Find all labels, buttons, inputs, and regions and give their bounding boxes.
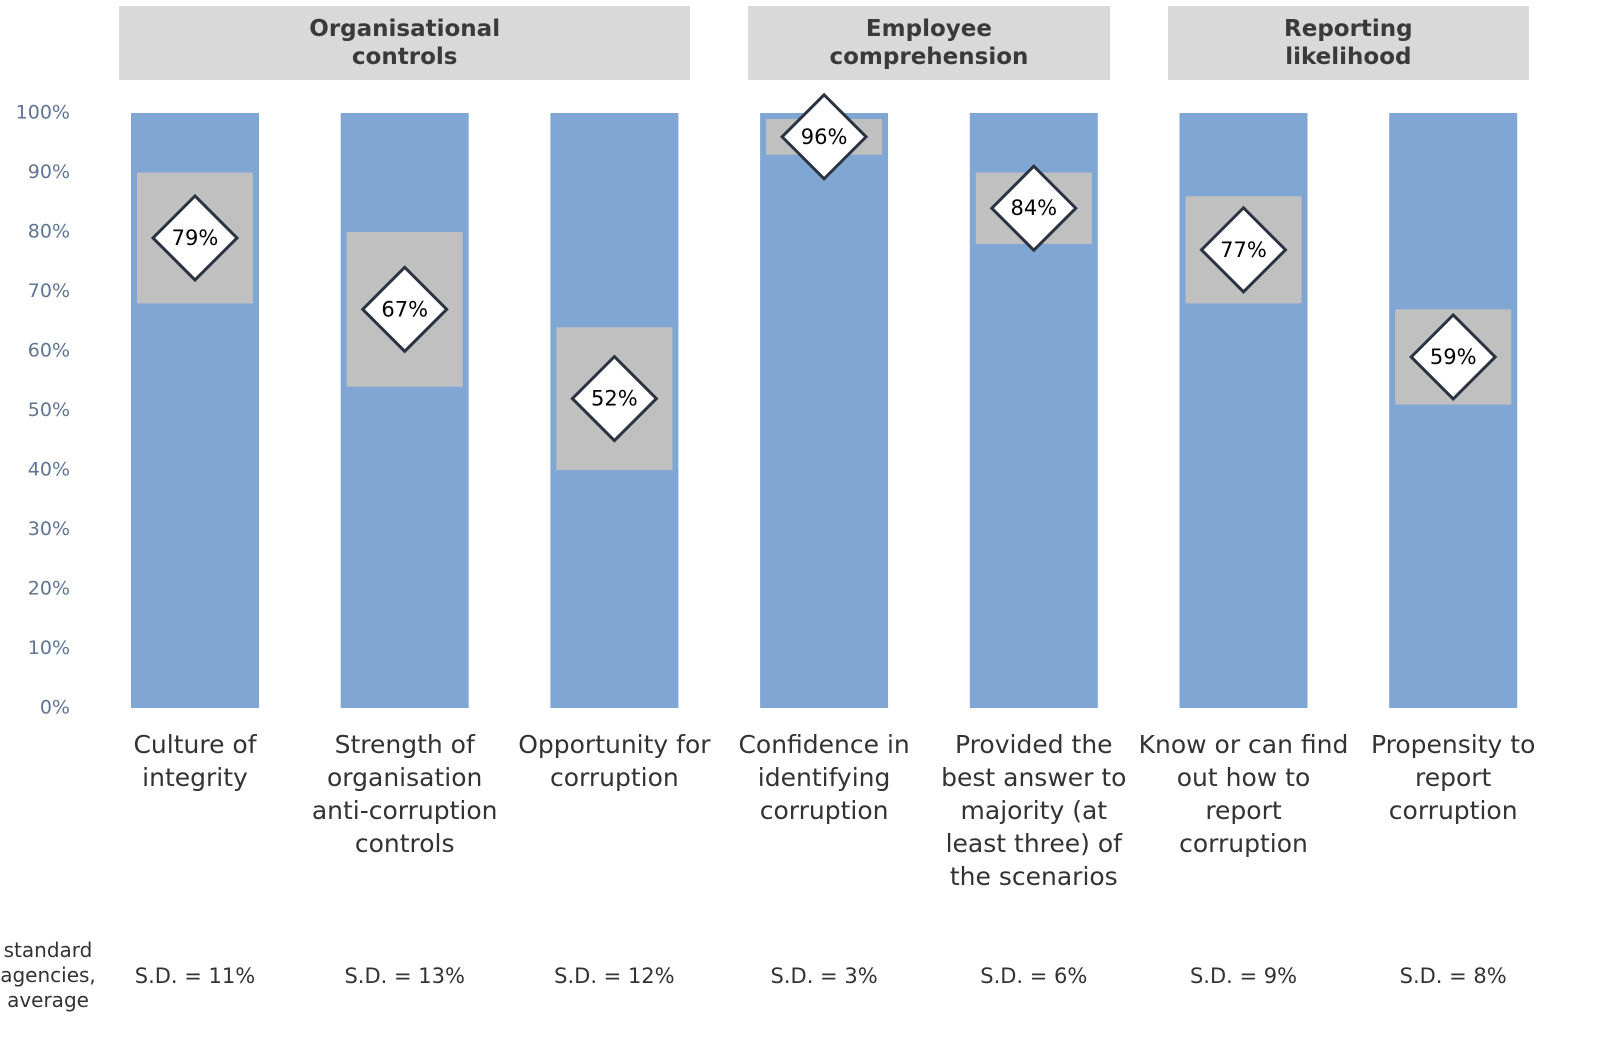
sd-label: S.D. = 13% — [344, 964, 465, 988]
row-label: agencies, — [0, 963, 96, 987]
y-tick-label: 70% — [28, 280, 70, 302]
sd-label: S.D. = 3% — [770, 964, 878, 988]
category-label: Confidence in identifying corruption — [738, 730, 910, 825]
value-marker — [150, 193, 240, 283]
category-label: Opportunity for corruption — [518, 730, 711, 792]
group-header-text: Organisational controls — [309, 16, 501, 70]
sd-label: S.D. = 8% — [1399, 964, 1507, 988]
y-tick-label: 90% — [28, 161, 70, 183]
bar — [1389, 113, 1518, 708]
value-marker — [989, 164, 1078, 253]
y-tick-label: 10% — [28, 637, 70, 659]
bar — [760, 113, 889, 708]
category-label: Strength of organisation anti-corruption… — [311, 730, 498, 858]
value-marker — [779, 92, 869, 181]
category-label: Culture of integrity — [133, 730, 257, 792]
group-header-text: Reporting likelihood — [1284, 16, 1413, 70]
group-header: Reporting likelihood — [1167, 6, 1530, 80]
value-marker — [1199, 205, 1288, 294]
category-label: Provided the best answer to majority (at… — [941, 730, 1127, 891]
group-header-text: Employee comprehension — [829, 16, 1029, 70]
row-label: average — [7, 988, 89, 1012]
value-label: 59% — [1430, 345, 1477, 369]
row-label: standard — [3, 938, 93, 962]
value-label: 79% — [172, 226, 219, 250]
value-label: 67% — [381, 297, 428, 321]
y-tick-label: 80% — [28, 221, 70, 243]
value-label: 84% — [1010, 196, 1057, 220]
y-tick-label: 20% — [28, 578, 70, 600]
y-tick-label: 100% — [16, 102, 70, 124]
value-label: 52% — [591, 387, 638, 411]
sd-label: S.D. = 9% — [1189, 964, 1298, 988]
sd-label: S.D. = 11% — [134, 964, 256, 988]
y-tick-label: 30% — [28, 518, 70, 540]
y-tick-label: 0% — [40, 697, 70, 719]
y-tick-label: 40% — [28, 459, 70, 481]
y-tick-label: 60% — [28, 340, 70, 362]
value-marker — [1409, 312, 1498, 402]
group-header: Employee comprehension — [748, 6, 1110, 80]
group-header: Organisational controls — [119, 6, 691, 80]
value-label: 96% — [801, 125, 848, 149]
category-label: Propensity to report corruption — [1371, 730, 1536, 825]
value-label: 77% — [1220, 238, 1267, 262]
sd-label: S.D. = 6% — [980, 964, 1088, 988]
y-tick-label: 50% — [28, 399, 70, 421]
value-marker — [360, 265, 449, 354]
bar — [340, 113, 469, 708]
value-marker — [570, 354, 659, 443]
category-label: Know or can find out how to report corru… — [1138, 730, 1349, 858]
sd-label: S.D. = 12% — [554, 964, 675, 988]
